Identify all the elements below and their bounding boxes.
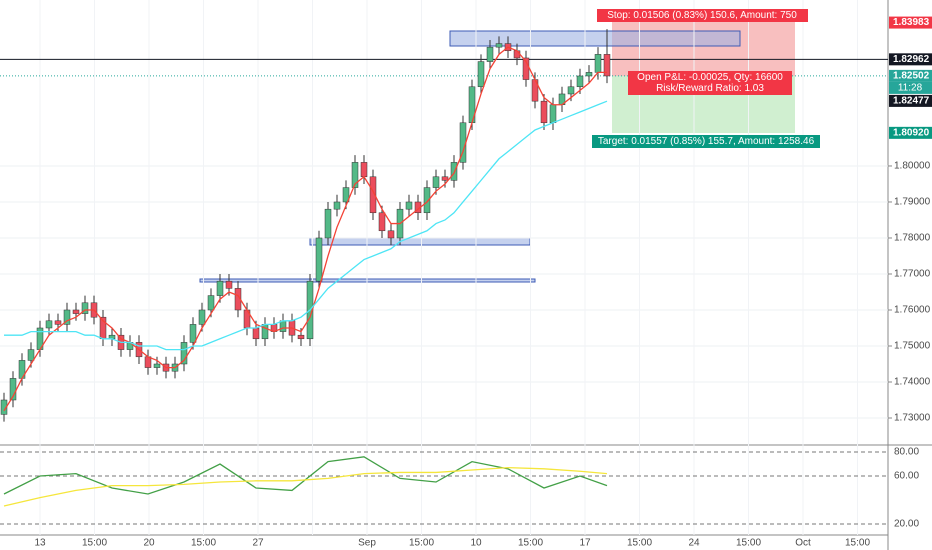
x-tick-label: 15:00: [518, 538, 543, 549]
candle-body: [252, 327, 260, 340]
ratio-label: Risk/Reward Ratio: 1.03: [656, 83, 764, 94]
price-label: 1.82502: [893, 71, 930, 82]
candle-body: [378, 212, 386, 232]
countdown-bg: [889, 81, 932, 94]
candle-body: [207, 295, 215, 311]
candle-body: [495, 43, 503, 48]
x-tick-label: Sep: [358, 538, 376, 549]
candle-body: [585, 72, 593, 77]
candle-body: [180, 342, 188, 365]
candle-body: [279, 320, 287, 332]
x-tick-label: 27: [252, 538, 264, 549]
candle-body: [351, 162, 359, 188]
y-tick-label: 1.77000: [894, 269, 931, 280]
candle-body: [423, 187, 431, 214]
oscillator-line: [3, 456, 608, 495]
price-label: 1.80920: [893, 127, 930, 138]
x-tick-label: 24: [688, 538, 700, 549]
x-tick-label: 15:00: [82, 538, 107, 549]
y-tick-label: 1.74000: [894, 377, 931, 388]
candle-body: [576, 75, 584, 88]
candle-body: [342, 187, 350, 203]
y-tick-label: 60.00: [894, 471, 919, 482]
candle-body: [477, 61, 485, 88]
candle-body: [432, 176, 440, 188]
candle-body: [369, 176, 377, 214]
candle-body: [27, 349, 35, 361]
zone-box: [309, 237, 531, 246]
x-tick-label: 15:00: [845, 538, 870, 549]
stop-label: Stop: 0.01506 (0.83%) 150.6, Amount: 750: [607, 10, 797, 21]
y-tick-label: 1.80000: [894, 161, 931, 172]
candle-body: [315, 237, 323, 282]
candle-body: [198, 309, 206, 325]
candle-body: [54, 320, 62, 325]
price-pane: [0, 0, 888, 535]
price-label-bg: [889, 126, 932, 139]
candle-body: [405, 201, 413, 210]
zone-box: [449, 30, 741, 47]
moving-average: [3, 46, 607, 412]
candle-body: [45, 320, 53, 329]
x-tick-label: 15:00: [191, 538, 216, 549]
y-tick-label: 1.75000: [894, 341, 931, 352]
price-label: 1.82962: [893, 54, 930, 65]
x-tick-label: 10: [470, 538, 482, 549]
candle-body: [225, 280, 233, 289]
candle-body: [297, 334, 305, 340]
stop-zone: [612, 21, 795, 76]
price-label-bg: [889, 94, 932, 107]
candle-body: [594, 54, 602, 73]
x-tick-label: Oct: [795, 538, 811, 549]
y-tick-label: 1.73000: [894, 413, 931, 424]
pnl-label: Open P&L: -0.00025, Qty: 16600: [637, 72, 783, 83]
candle-body: [81, 302, 89, 314]
y-tick-label: 20.00: [894, 519, 919, 530]
candle-body: [153, 363, 161, 368]
candle-body: [567, 86, 575, 95]
candle-body: [360, 162, 368, 178]
stop-label-bg: [597, 9, 808, 22]
candle-body: [513, 50, 521, 59]
candle-body: [603, 54, 611, 77]
candle-body: [441, 176, 449, 181]
y-tick-label: 1.78000: [894, 233, 931, 244]
price-label-bg: [889, 16, 932, 29]
x-tick-label: 17: [579, 538, 591, 549]
y-tick-label: 80.00: [894, 447, 919, 458]
candle-body: [144, 356, 152, 368]
countdown: 11:28: [898, 83, 923, 94]
target-label: Target: 0.01557 (0.85%) 155.7, Amount: 1…: [598, 136, 815, 147]
x-tick-label: 15:00: [736, 538, 761, 549]
x-tick-label: 13: [34, 538, 46, 549]
candle-body: [189, 324, 197, 343]
candle-body: [72, 309, 80, 314]
x-tick-label: 20: [143, 538, 155, 549]
candle-body: [549, 104, 557, 124]
candle-body: [324, 208, 332, 239]
price-label: 1.82477: [893, 96, 930, 107]
candle-body: [387, 230, 395, 239]
candle-body: [450, 162, 458, 181]
y-tick-label: 1.76000: [894, 305, 931, 316]
pnl-label-bg: [628, 71, 792, 95]
candle-body: [63, 309, 71, 325]
candle-body: [333, 201, 341, 210]
price-label-bg: [889, 53, 932, 66]
price-label-bg: [889, 69, 932, 82]
y-tick-label: 1.79000: [894, 197, 931, 208]
x-tick-label: 15:00: [409, 538, 434, 549]
candle-body: [540, 100, 548, 124]
price-label: 1.83983: [893, 17, 930, 28]
candle-body: [486, 46, 494, 62]
candle-body: [216, 280, 224, 296]
x-tick-label: 15:00: [627, 538, 652, 549]
target-label-bg: [592, 135, 820, 148]
moving-average: [4, 100, 608, 351]
oscillator-line: [3, 466, 608, 507]
